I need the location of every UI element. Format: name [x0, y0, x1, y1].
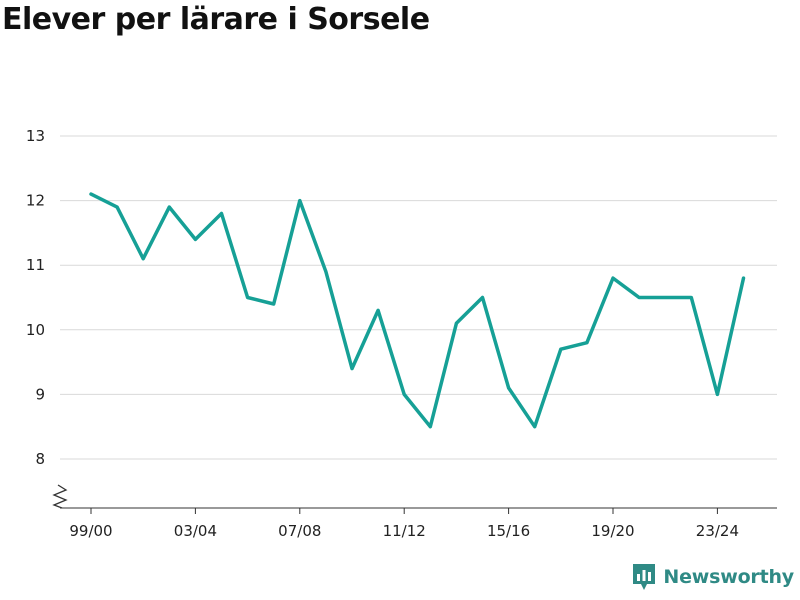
data-point [193, 237, 197, 241]
data-point [689, 296, 693, 299]
data-point [585, 341, 589, 345]
data-point [324, 270, 328, 274]
data-point [533, 425, 537, 429]
y-tick-label: 12 [26, 192, 45, 210]
y-tick-label: 10 [26, 321, 45, 339]
y-tick-label: 8 [35, 450, 45, 468]
series-line [89, 192, 746, 429]
x-tick-label: 15/16 [487, 522, 530, 540]
data-point [663, 296, 667, 299]
data-point [742, 276, 745, 280]
grid-lines [60, 135, 777, 460]
x-axis [52, 484, 777, 509]
data-point [298, 199, 302, 203]
data-point [350, 367, 354, 371]
data-point [402, 392, 406, 396]
x-tick-label: 11/12 [383, 522, 426, 540]
x-tick-label: 19/20 [591, 522, 634, 540]
data-point [637, 296, 641, 299]
x-tick-label: 99/00 [69, 522, 112, 540]
data-point [481, 296, 484, 299]
y-tick-label: 11 [26, 256, 45, 274]
axis-break-icon [52, 484, 68, 509]
data-point [115, 205, 119, 209]
data-point [167, 205, 171, 209]
chart-title: Elever per lärare i Sorsele [2, 2, 430, 37]
data-point [507, 386, 511, 390]
data-point [272, 302, 276, 306]
brand-name: Newsworthy [663, 566, 794, 588]
newsworthy-logo: Newsworthy [631, 562, 794, 592]
data-point [376, 308, 380, 312]
series-line-group [89, 192, 746, 429]
data-point [428, 425, 432, 429]
data-point [559, 347, 563, 351]
data-point [611, 276, 615, 280]
data-point [89, 192, 93, 196]
x-tick-label: 07/08 [278, 522, 321, 540]
data-point [141, 257, 145, 261]
data-point [220, 212, 223, 216]
y-axis-tick-labels: 8 9 10 11 12 13 [26, 127, 45, 468]
data-point [715, 392, 719, 396]
bar-chart-logo-icon [633, 564, 656, 590]
data-point [454, 321, 458, 325]
data-point [246, 296, 250, 299]
x-tick-label: 03/04 [174, 522, 217, 540]
y-tick-label: 9 [35, 385, 45, 403]
y-tick-label: 13 [26, 127, 45, 145]
x-axis-tick-labels: 99/00 03/04 07/08 11/12 15/16 19/20 23/24 [69, 508, 739, 540]
x-tick-label: 23/24 [696, 522, 739, 540]
